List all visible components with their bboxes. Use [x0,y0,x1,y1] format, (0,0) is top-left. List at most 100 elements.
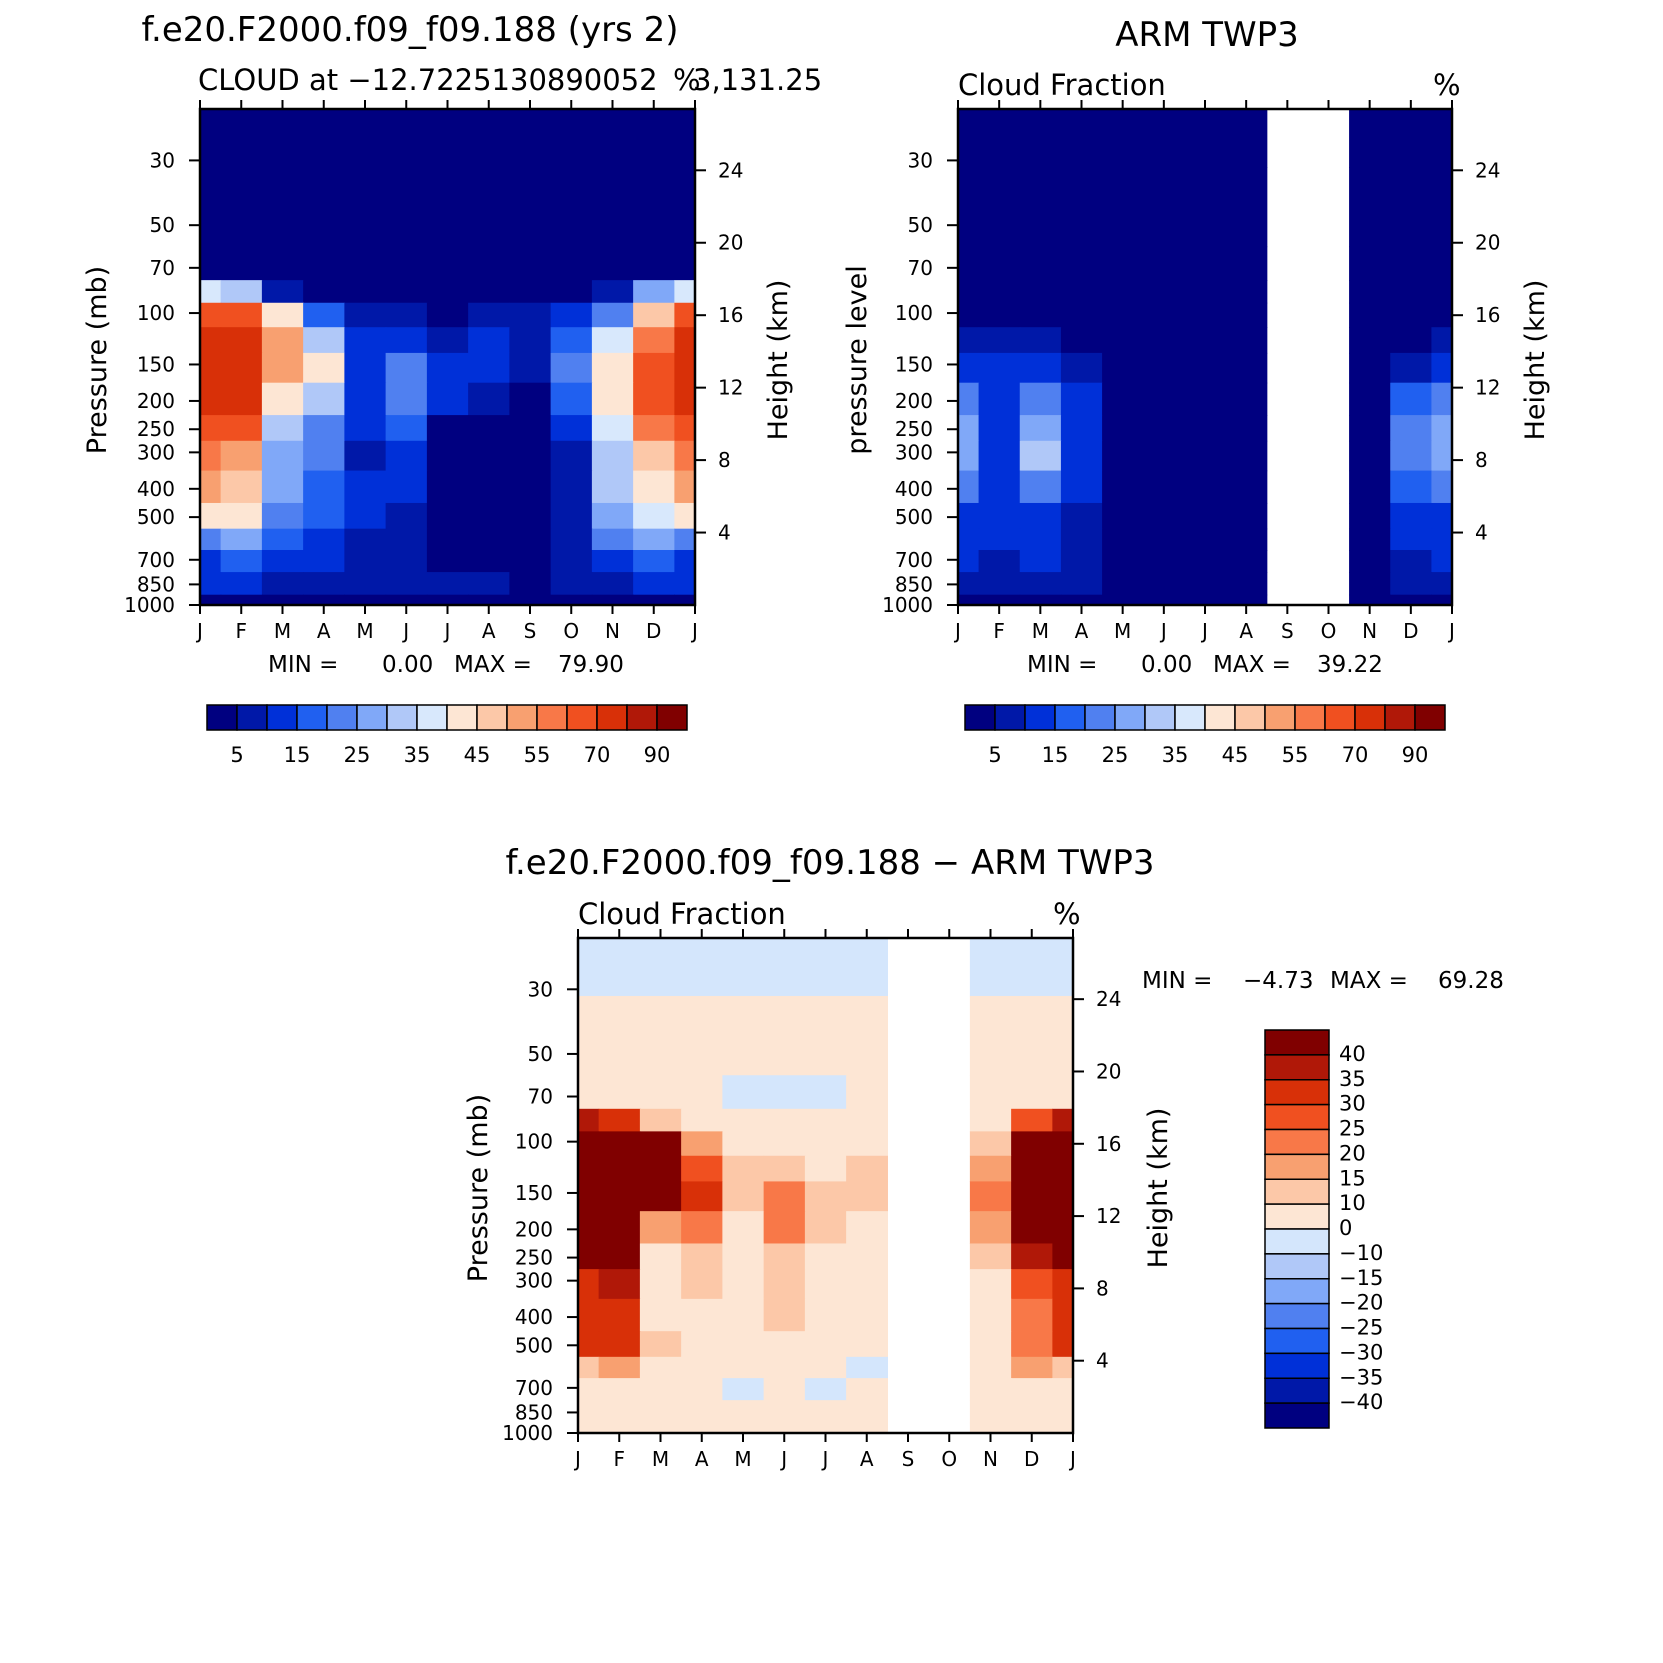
obs-y2-tick-label: 8 [1475,448,1488,472]
obs-cell [1143,327,1186,354]
diff-max-value: 69.28 [1438,968,1504,994]
diff-cell [1052,1108,1074,1132]
obs-cell [958,528,980,551]
obs-cell [1060,382,1103,416]
obs-cell [1019,302,1062,328]
model-cell [468,502,510,530]
diff-cell [598,1075,641,1110]
obs-y-tick-label: 500 [895,505,933,529]
obs-cell [1349,502,1391,530]
obs-cell [1019,109,1062,168]
diff-cell [763,938,806,997]
diff-cell [681,1331,723,1358]
model-x-tick-label: M [356,619,373,643]
model-cell [200,528,222,551]
model-cell [426,528,469,551]
model-cell [468,550,510,573]
model-cell [591,502,634,530]
model-cell [303,302,345,328]
model-cell [550,280,593,304]
model-cell [591,572,634,596]
diff-cell [578,1243,600,1270]
model-cell [220,572,263,596]
model-colorbar-swatch [356,704,388,731]
diff-cell [763,1131,806,1157]
diff-title: f.e20.F2000.f09_f09.188 − ARM TWP3 [505,843,1154,883]
obs-cell [1143,382,1186,416]
model-cell [509,594,552,606]
obs-cell [1390,167,1433,248]
diff-cell [763,1400,806,1424]
model-cell [633,352,675,384]
diff-cell [722,1298,765,1332]
diff-cell [1011,995,1053,1076]
obs-cell [1225,594,1268,606]
model-colorbar-swatch [326,704,358,731]
diff-cell [969,1131,1012,1157]
model-subtitle: CLOUD at −12.7225130890052 [198,63,658,97]
obs-colorbar-swatch [1204,704,1236,731]
obs-cell [1184,594,1227,606]
model-cell [591,327,634,354]
model-cell [550,528,593,551]
obs-cell [978,327,1021,354]
model-cell [509,440,552,472]
model-y-tick-label: 300 [137,440,175,464]
obs-cell [1390,109,1433,168]
model-cell [385,302,428,328]
model-cell [385,382,428,416]
model-cell [344,502,387,530]
model-cell [550,470,593,504]
diff-cell [598,1181,641,1212]
obs-cell [1349,572,1391,596]
obs-y-tick-label: 700 [895,548,933,572]
model-y-tick-label: 30 [150,148,175,172]
obs-cell [1225,528,1268,551]
model-cell [426,382,469,416]
model-x-tick-label: J [401,619,409,643]
model-cell [344,167,387,248]
diff-cell [578,1331,600,1358]
model-cell [385,352,428,384]
model-cell [633,528,675,551]
diff-cell [1052,1400,1074,1424]
diff-colorbar-label: 20 [1339,1141,1366,1165]
diff-cell [804,938,847,997]
model-cell [220,246,263,281]
model-colorbar-swatch [236,704,268,731]
model-cell [303,594,345,606]
model-cell [468,415,510,442]
model-cell [550,327,593,354]
obs-cell [958,352,980,384]
model-colorbar-swatch [476,704,508,731]
obs-cell [1060,502,1103,530]
model-y2-tick-label: 20 [718,231,743,255]
model-cell [468,440,510,472]
obs-cell [1390,415,1433,442]
diff-colorbar-swatch [1264,1253,1330,1280]
model-x-tick-label: J [195,619,203,643]
diff-max-label: MAX = [1330,968,1408,994]
diff-cell [804,1378,847,1401]
diff-cell [804,1298,847,1332]
model-y-tick-label: 250 [137,417,175,441]
obs-cell [1143,302,1186,328]
diff-cell [1052,1356,1074,1379]
model-cell [261,167,304,248]
obs-cell [1143,470,1186,504]
diff-colorbar-swatch [1264,1153,1330,1180]
obs-cell [1102,382,1144,416]
model-cell [509,572,552,596]
model-cell [550,167,593,248]
obs-colorbar-label: 25 [1102,743,1129,767]
obs-y-tick-label: 70 [908,256,933,280]
diff-x-tick-label: F [613,1447,625,1471]
obs-y2-tick-label: 12 [1475,376,1500,400]
obs-cell [1102,528,1144,551]
obs-cell [1431,327,1453,354]
diff-x-tick-label: A [860,1447,874,1471]
obs-cell [1019,502,1062,530]
model-cell [468,167,510,248]
diff-cell [1052,1378,1074,1401]
obs-x-tick-label: J [953,619,961,643]
